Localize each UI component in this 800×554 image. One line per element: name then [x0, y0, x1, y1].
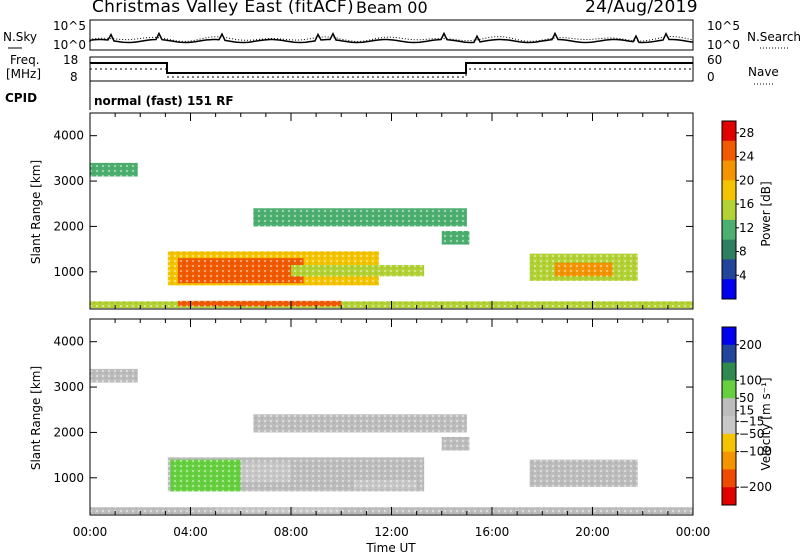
colorbar-tick-label: 15 — [739, 404, 754, 418]
colorbar-frame — [721, 326, 737, 506]
power-region-texture — [177, 258, 304, 284]
y-tick-label: 4000 — [53, 129, 84, 143]
freq-line — [90, 62, 693, 74]
colorbar-segment — [722, 140, 736, 162]
freq-tick-top: 18 — [63, 53, 78, 67]
nave-tick-top: 60 — [707, 53, 722, 67]
colorbar-segment — [722, 239, 736, 260]
colorbar-segment — [722, 416, 736, 435]
colorbar-tick-label: 12 — [739, 221, 754, 235]
power-region-texture — [291, 264, 425, 277]
y-tick-label: 2000 — [53, 219, 84, 233]
colorbar-tick-label: 16 — [739, 197, 754, 211]
x-tick-label: 08:00 — [274, 525, 309, 539]
colorbar-tick-label: 24 — [739, 150, 754, 164]
colorbar-segment — [722, 180, 736, 201]
colorbar-segment — [722, 160, 736, 181]
colorbar-tick-label: 50 — [739, 391, 754, 405]
x-tick-label: 00:00 — [676, 525, 711, 539]
cpid-value: normal (fast) 151 RF — [94, 94, 234, 108]
colorbar-segment — [722, 362, 736, 381]
velocity-region-texture — [441, 436, 470, 451]
power-region-texture — [253, 208, 467, 227]
cpid-label: CPID — [5, 91, 37, 105]
noise-tick-left-top: 10^5 — [53, 19, 86, 33]
nsearch-label: N.Search — [747, 30, 800, 44]
colorbar-tick-label: 100 — [739, 373, 762, 387]
colorbar-tick-label: 20 — [739, 173, 754, 187]
x-tick-label: 04:00 — [173, 525, 208, 539]
colorbar-segment — [722, 451, 736, 470]
colorbar-frame — [721, 120, 737, 300]
y-tick-label: 4000 — [53, 335, 84, 349]
beam-label: Beam 00 — [356, 0, 428, 17]
velocity-panel: 1000 2000 3000 4000 Slant Range [km] — [29, 318, 694, 516]
power-ylabel: Slant Range [km] — [29, 160, 43, 264]
noise-tick-right-top: 10^5 — [707, 19, 740, 33]
colorbar-segment — [722, 487, 736, 506]
chart-title: Christmas Valley East (fitACF) — [92, 0, 354, 17]
y-tick-label: 3000 — [53, 380, 84, 394]
noise-sky-line — [89, 31, 694, 44]
colorbar-segment — [722, 327, 736, 346]
colorbar-segment — [722, 398, 736, 417]
power-region-texture — [441, 230, 470, 245]
power-region-texture — [177, 300, 342, 307]
nave-label: Nave — [748, 65, 779, 79]
velocity-region-texture — [529, 459, 638, 487]
colorbar-tick-label: 4 — [739, 268, 747, 282]
power-panel: 1000 2000 3000 4000 Slant Range [km] — [29, 112, 694, 310]
noise-tick-left-bottom: 10^0 — [53, 38, 86, 52]
colorbar-segment — [722, 259, 736, 280]
colorbar-tick-label: −50 — [739, 427, 764, 441]
velocity-region-texture — [240, 461, 291, 483]
colorbar-segment — [722, 279, 736, 300]
power-region-texture — [554, 262, 613, 277]
colorbar-tick-label: −15 — [739, 414, 764, 428]
colorbar-tick-label: 8 — [739, 245, 747, 259]
power-colorbar: 4 8 12 16 20 24 28 — [721, 120, 754, 300]
velocity-region-texture — [215, 507, 342, 514]
x-tick-label: 00:00 — [73, 525, 108, 539]
y-tick-label: 2000 — [53, 425, 84, 439]
colorbar-tick-label: −100 — [739, 445, 772, 459]
freq-unit-label: [MHz] — [6, 67, 41, 81]
colorbar-tick-label: 200 — [739, 338, 762, 352]
colorbar-segment — [722, 380, 736, 399]
colorbar-segment — [722, 219, 736, 241]
freq-tick-bottom: 8 — [70, 70, 78, 84]
power-region-texture — [90, 162, 138, 177]
date-label: 24/Aug/2019 — [585, 0, 698, 17]
x-axis-label: Time UT — [365, 541, 416, 554]
colorbar-tick-label: 28 — [739, 126, 754, 140]
noise-tick-right-bottom: 10^0 — [707, 38, 740, 52]
velocity-region-texture — [170, 459, 241, 492]
power-colorbar-label: Power [dB] — [759, 181, 773, 246]
noise-panel-frame — [89, 19, 694, 51]
y-tick-label: 1000 — [53, 265, 84, 279]
colorbar-segment — [722, 469, 736, 488]
colorbar-segment — [722, 344, 736, 364]
velocity-ylabel: Slant Range [km] — [29, 366, 43, 470]
y-tick-label: 3000 — [53, 174, 84, 188]
velocity-region-texture — [353, 480, 417, 490]
y-tick-label: 1000 — [53, 471, 84, 485]
colorbar-tick-label: −200 — [739, 480, 772, 494]
x-tick-label: 12:00 — [374, 525, 409, 539]
colorbar-segment — [722, 433, 736, 453]
nave-tick-bottom: 0 — [707, 70, 715, 84]
x-tick-label: 20:00 — [575, 525, 610, 539]
freq-panel-frame — [89, 56, 694, 82]
noise-search-line — [89, 35, 694, 43]
freq-label: Freq. — [10, 53, 40, 67]
velocity-region-texture — [90, 368, 138, 383]
velocity-colorbar-label: Velocity [m s⁻¹] — [759, 377, 773, 470]
x-tick-label: 16:00 — [475, 525, 510, 539]
nsky-label: N.Sky — [3, 30, 37, 44]
colorbar-segment — [722, 200, 736, 221]
colorbar-segment — [722, 121, 736, 142]
velocity-region-texture — [253, 414, 467, 433]
